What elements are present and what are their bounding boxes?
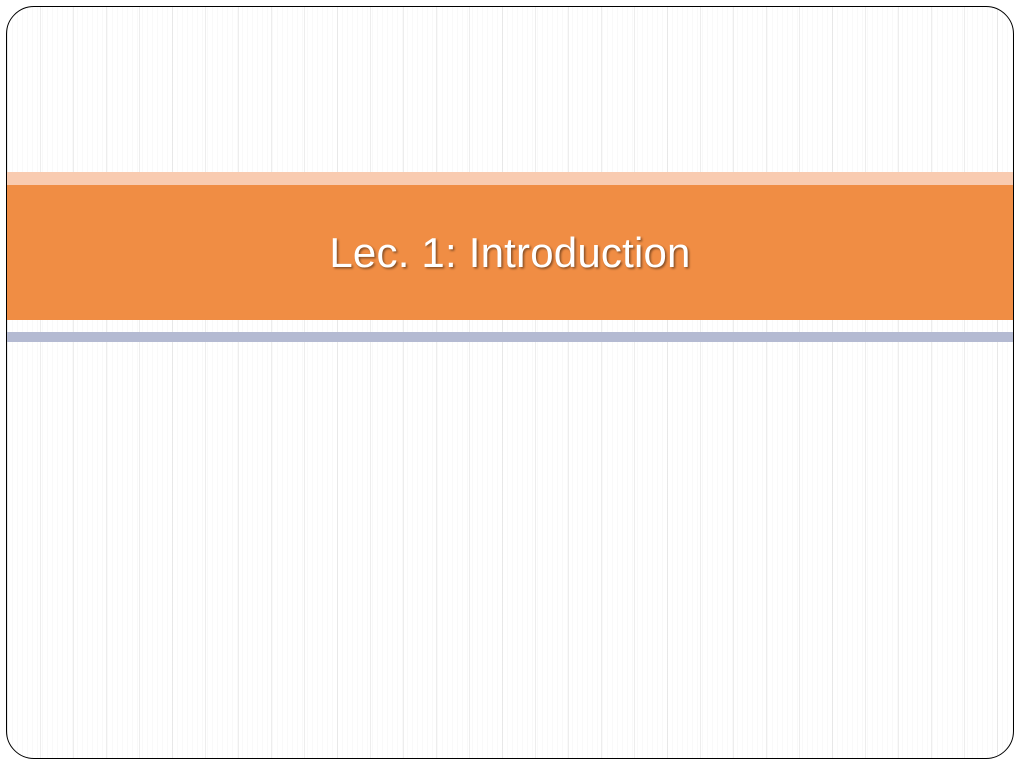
accent-bar-bottom bbox=[7, 332, 1013, 342]
slide-title: Lec. 1: Introduction bbox=[329, 229, 690, 277]
slide-frame: Lec. 1: Introduction bbox=[6, 6, 1014, 759]
title-banner: Lec. 1: Introduction bbox=[7, 172, 1013, 342]
accent-bar-top bbox=[7, 172, 1013, 185]
title-bar: Lec. 1: Introduction bbox=[7, 185, 1013, 320]
